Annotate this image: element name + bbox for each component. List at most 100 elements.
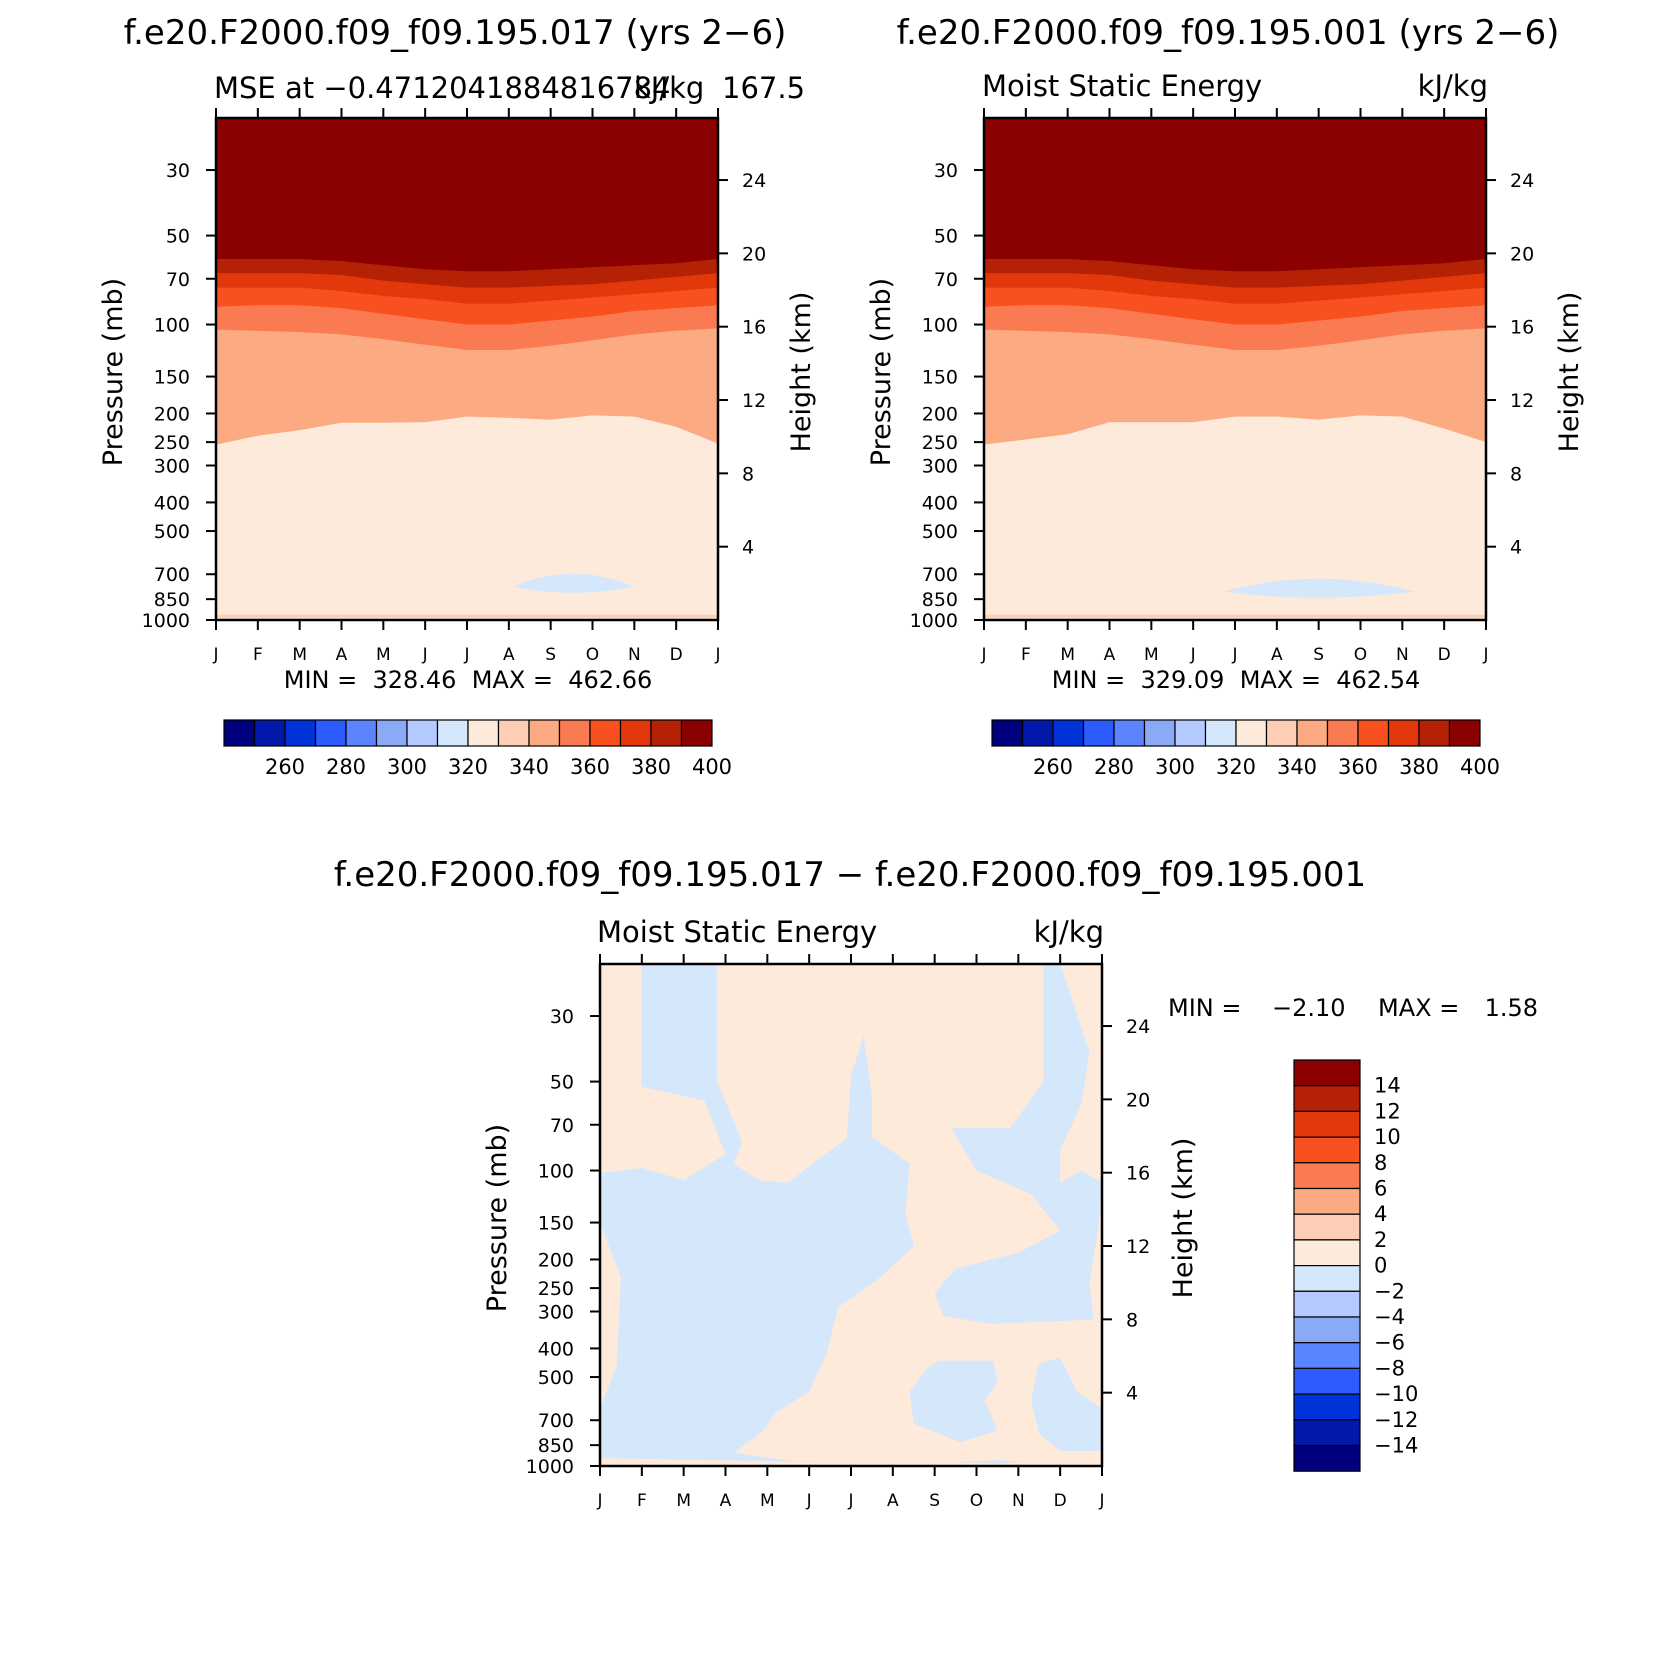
colorbar-label: −2 bbox=[1374, 1279, 1405, 1303]
colorbar-swatch bbox=[1052, 719, 1085, 747]
y-tick-label: 850 bbox=[154, 589, 190, 611]
panel-c-chart: 3050701001502002503004005007008501000242… bbox=[482, 915, 1538, 1511]
y-tick-label: 150 bbox=[922, 367, 958, 389]
y-tick-label: 700 bbox=[538, 1410, 574, 1432]
x-tick-label: A bbox=[503, 645, 515, 665]
y-tick-label: 500 bbox=[538, 1367, 574, 1389]
surface-strip bbox=[984, 614, 1486, 618]
contour-fill-level-330 bbox=[216, 415, 718, 620]
panel-a-right-axis-label: Height (km) bbox=[786, 292, 817, 453]
colorbar-swatch bbox=[1204, 719, 1237, 747]
y-tick-label: 70 bbox=[166, 269, 190, 291]
x-tick-label: M bbox=[760, 1491, 775, 1511]
colorbar-swatch bbox=[497, 719, 530, 747]
panel-a-colorbar: 260 280 300 320 340 360 380 400 bbox=[223, 719, 732, 779]
colorbar-label: 320 bbox=[1216, 755, 1256, 779]
x-tick-label: M bbox=[1060, 645, 1075, 665]
x-tick-label: J bbox=[847, 1491, 853, 1511]
colorbar-label: 380 bbox=[631, 755, 671, 779]
colorbar-label: −6 bbox=[1374, 1331, 1405, 1355]
y-tick-label: 300 bbox=[538, 1302, 574, 1324]
y-right-tick-label: 24 bbox=[1510, 170, 1534, 192]
colorbar-label: 14 bbox=[1374, 1074, 1401, 1098]
colorbar-swatch bbox=[467, 719, 500, 747]
panel-b-subtitle-left: Moist Static Energy bbox=[982, 69, 1262, 103]
colorbar-label: 10 bbox=[1374, 1125, 1401, 1149]
x-tick-label: S bbox=[929, 1491, 940, 1511]
colorbar-swatch bbox=[436, 719, 469, 747]
x-tick-label: N bbox=[1012, 1491, 1025, 1511]
colorbar-swatch bbox=[1113, 719, 1146, 747]
panel-c-y-axis-label: Pressure (mb) bbox=[482, 1124, 513, 1312]
y-tick-label: 250 bbox=[922, 432, 958, 454]
y-tick-label: 300 bbox=[922, 456, 958, 478]
colorbar-swatch bbox=[680, 719, 713, 747]
y-tick-label: 200 bbox=[538, 1249, 574, 1271]
colorbar-label: 8 bbox=[1374, 1151, 1387, 1175]
colorbar-label: 12 bbox=[1374, 1099, 1401, 1123]
colorbar-label: −10 bbox=[1374, 1382, 1418, 1406]
colorbar-swatch bbox=[314, 719, 347, 747]
panel-b-colorbar: 260 280 300 320 340 360 380 400 bbox=[991, 719, 1500, 779]
colorbar-swatch bbox=[991, 719, 1024, 747]
x-tick-label: O bbox=[586, 645, 599, 665]
panel-c-right-axis-label: Height (km) bbox=[1168, 1138, 1199, 1299]
y-tick-label: 400 bbox=[154, 492, 190, 514]
x-tick-label: N bbox=[628, 645, 641, 665]
x-tick-label: A bbox=[336, 645, 348, 665]
panel-a-main-title: f.e20.F2000.f09_f09.195.017 (yrs 2−6) bbox=[124, 13, 787, 53]
y-tick-label: 500 bbox=[922, 521, 958, 543]
x-tick-label: O bbox=[970, 1491, 983, 1511]
x-tick-label: A bbox=[1104, 645, 1116, 665]
colorbar-swatch bbox=[345, 719, 378, 747]
colorbar-label: 360 bbox=[1338, 755, 1378, 779]
x-tick-label: J bbox=[714, 645, 720, 665]
panel-c-max-value: 1.58 bbox=[1485, 994, 1538, 1022]
y-tick-label: 50 bbox=[550, 1072, 574, 1094]
y-tick-label: 70 bbox=[934, 269, 958, 291]
colorbar-swatch bbox=[1021, 719, 1054, 747]
colorbar-swatch bbox=[1293, 1444, 1361, 1472]
y-tick-label: 70 bbox=[550, 1115, 574, 1137]
y-tick-label: 250 bbox=[154, 432, 190, 454]
x-tick-label: J bbox=[1190, 645, 1196, 665]
x-tick-label: D bbox=[1054, 1491, 1067, 1511]
x-tick-label: A bbox=[887, 1491, 899, 1511]
x-tick-label: D bbox=[670, 645, 683, 665]
panel-a-chart: 3050701001502002503004005007008501000242… bbox=[98, 71, 817, 779]
y-right-tick-label: 4 bbox=[1126, 1383, 1138, 1405]
colorbar-swatch bbox=[1326, 719, 1359, 747]
colorbar-swatch bbox=[1293, 1162, 1361, 1190]
colorbar-label: 260 bbox=[265, 755, 305, 779]
y-tick-label: 1000 bbox=[910, 610, 958, 632]
colorbar-swatch bbox=[1293, 1290, 1361, 1318]
y-tick-label: 30 bbox=[166, 160, 190, 182]
colorbar-label: 300 bbox=[1155, 755, 1195, 779]
panel-a-subtitle-extra: 167.5 bbox=[722, 71, 805, 105]
colorbar-label: 0 bbox=[1374, 1254, 1387, 1278]
x-tick-label: J bbox=[422, 645, 428, 665]
colorbar-swatch bbox=[1265, 719, 1298, 747]
x-tick-label: J bbox=[1482, 645, 1488, 665]
x-tick-label: O bbox=[1354, 645, 1367, 665]
y-right-tick-label: 8 bbox=[742, 463, 754, 485]
y-tick-label: 150 bbox=[154, 367, 190, 389]
colorbar-swatch bbox=[284, 719, 317, 747]
colorbar-swatch bbox=[1293, 1059, 1361, 1087]
panel-c-max-label: MAX = bbox=[1378, 994, 1459, 1022]
panel-c-subtitle-left: Moist Static Energy bbox=[597, 915, 877, 949]
colorbar-swatch bbox=[1418, 719, 1451, 747]
y-tick-label: 400 bbox=[922, 492, 958, 514]
colorbar-swatch bbox=[650, 719, 683, 747]
x-tick-label: M bbox=[292, 645, 307, 665]
colorbar-swatch bbox=[558, 719, 591, 747]
x-tick-label: F bbox=[1021, 645, 1031, 665]
diff-fill-negative-upper-right bbox=[934, 964, 1102, 1324]
colorbar-label: 280 bbox=[326, 755, 366, 779]
panel-c-min-label: MIN = bbox=[1168, 994, 1241, 1022]
colorbar-label: 400 bbox=[692, 755, 732, 779]
colorbar-label: −4 bbox=[1374, 1305, 1405, 1329]
